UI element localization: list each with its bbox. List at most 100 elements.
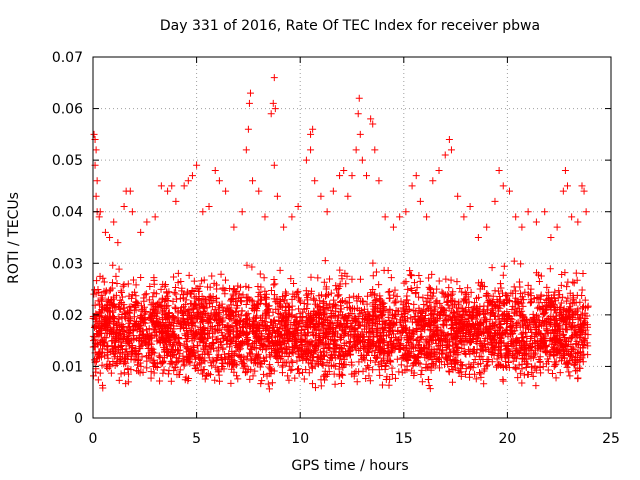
data-point (447, 146, 455, 154)
data-point (355, 293, 363, 301)
data-point (357, 307, 365, 315)
data-point (474, 326, 482, 334)
data-point (330, 370, 338, 378)
data-point (331, 362, 339, 370)
data-point (160, 322, 168, 330)
data-point (426, 321, 434, 329)
data-point (171, 303, 179, 311)
data-point (128, 208, 136, 216)
data-point (92, 146, 100, 154)
data-point (410, 300, 418, 308)
data-point (432, 298, 440, 306)
data-point (489, 331, 497, 339)
data-point (358, 318, 366, 326)
data-point (273, 324, 281, 332)
data-point (176, 366, 184, 374)
data-point (209, 329, 217, 337)
data-point (141, 337, 149, 345)
data-point (341, 313, 349, 321)
data-point (559, 293, 567, 301)
data-point (319, 311, 327, 319)
data-point (180, 303, 188, 311)
data-point (445, 292, 453, 300)
data-point (525, 325, 533, 333)
data-point (232, 307, 240, 315)
data-point (351, 333, 359, 341)
data-point (251, 356, 259, 364)
data-point (117, 335, 125, 343)
data-point (237, 340, 245, 348)
data-point (369, 272, 377, 280)
data-point (450, 334, 458, 342)
data-point (121, 333, 129, 341)
data-point (511, 327, 519, 335)
data-point (560, 330, 568, 338)
data-point (389, 223, 397, 231)
y-tick-label: 0.07 (52, 50, 83, 66)
data-point (265, 302, 273, 310)
data-point (104, 364, 112, 372)
data-point (392, 299, 400, 307)
data-point (448, 290, 456, 298)
data-point (272, 332, 280, 340)
data-point (504, 332, 512, 340)
data-point (221, 276, 229, 284)
data-point (532, 366, 540, 374)
data-point (336, 172, 344, 180)
data-point (254, 283, 262, 290)
data-point (193, 161, 201, 169)
data-point (149, 348, 157, 356)
data-point (195, 288, 203, 296)
data-point (512, 287, 520, 295)
data-point (132, 306, 140, 314)
data-point (459, 332, 467, 340)
data-point (545, 358, 553, 366)
x-tick-label: 10 (291, 431, 309, 447)
data-point (300, 375, 308, 383)
data-point (327, 362, 335, 370)
data-point (557, 336, 565, 344)
data-point (444, 298, 452, 306)
data-point (546, 265, 554, 273)
data-point (323, 208, 331, 216)
data-point (485, 297, 493, 305)
data-point (550, 300, 558, 308)
data-point (185, 271, 193, 279)
data-point (452, 357, 460, 365)
data-point (369, 312, 377, 320)
data-point (473, 305, 481, 313)
data-point (425, 319, 433, 327)
data-point (412, 344, 420, 352)
data-point (517, 341, 525, 349)
data-point (189, 318, 197, 326)
data-point (482, 316, 490, 324)
data-point (476, 285, 484, 293)
data-point (250, 344, 258, 352)
data-point (291, 374, 299, 382)
data-point (297, 337, 305, 345)
data-point (191, 355, 199, 363)
data-point (437, 358, 445, 366)
data-point (429, 177, 437, 185)
data-point (507, 289, 515, 297)
data-point (293, 318, 301, 326)
data-point (234, 333, 242, 341)
data-point (252, 353, 260, 361)
data-point (393, 292, 401, 300)
data-point (276, 320, 284, 328)
data-point (194, 309, 202, 317)
data-point (438, 288, 446, 296)
data-point (143, 218, 151, 226)
data-point (396, 346, 404, 354)
data-point (564, 278, 572, 286)
data-point (335, 348, 343, 356)
data-point (223, 340, 231, 348)
data-point (249, 177, 257, 185)
data-point (386, 338, 394, 346)
data-point (144, 351, 152, 359)
data-point (541, 348, 549, 356)
data-point (476, 345, 484, 353)
data-point (327, 319, 335, 327)
data-point (557, 350, 565, 358)
data-point (150, 276, 158, 284)
